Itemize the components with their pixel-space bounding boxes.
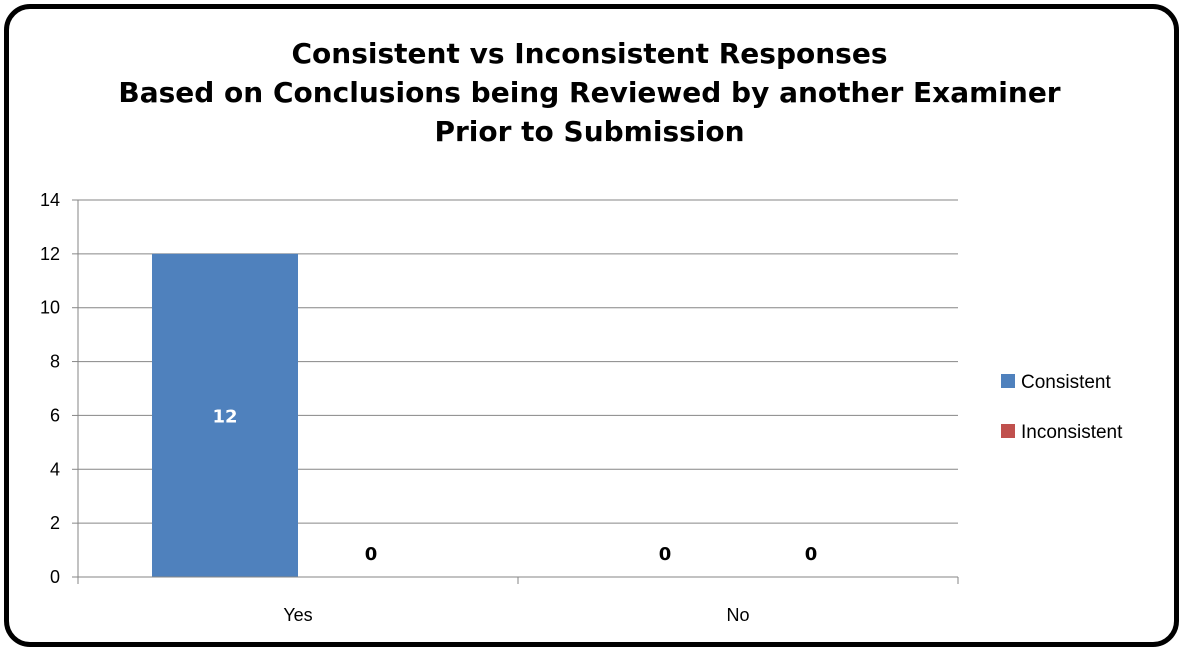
bars — [152, 253, 298, 577]
data-labels: 12 0 0 0 — [212, 406, 817, 565]
y-tick-label-6: 6 — [50, 405, 60, 425]
data-label-consistent-yes: 12 — [212, 406, 237, 427]
data-label-inconsistent-no: 0 — [805, 544, 818, 565]
y-tick-label-4: 4 — [50, 459, 60, 479]
chart-title-line-3: Prior to Submission — [434, 115, 745, 148]
chart-title-line-2: Based on Conclusions being Reviewed by a… — [118, 76, 1061, 109]
legend-label-consistent: Consistent — [1021, 372, 1111, 393]
x-tick-label-yes: Yes — [283, 605, 312, 625]
legend-swatch-consistent — [1001, 374, 1015, 388]
bar-consistent-yes — [152, 253, 298, 577]
legend-label-inconsistent: Inconsistent — [1021, 422, 1123, 443]
y-tick-label-10: 10 — [40, 298, 60, 318]
legend: Consistent Inconsistent — [1001, 372, 1123, 443]
y-tick-label-0: 0 — [50, 567, 60, 587]
y-tick-label-8: 8 — [50, 352, 60, 372]
y-tick-label-12: 12 — [40, 244, 60, 264]
chart-title: Consistent vs Inconsistent Responses Bas… — [0, 34, 1179, 151]
y-tick-label-2: 2 — [50, 513, 60, 533]
legend-swatch-inconsistent — [1001, 424, 1015, 438]
axes: 0 2 4 6 8 10 12 14 Yes No — [40, 190, 959, 625]
chart-title-line-1: Consistent vs Inconsistent Responses — [291, 37, 888, 70]
y-tick-label-14: 14 — [40, 190, 60, 210]
x-tick-label-no: No — [726, 605, 749, 625]
data-label-consistent-no: 0 — [659, 544, 672, 565]
data-label-inconsistent-yes: 0 — [365, 544, 378, 565]
